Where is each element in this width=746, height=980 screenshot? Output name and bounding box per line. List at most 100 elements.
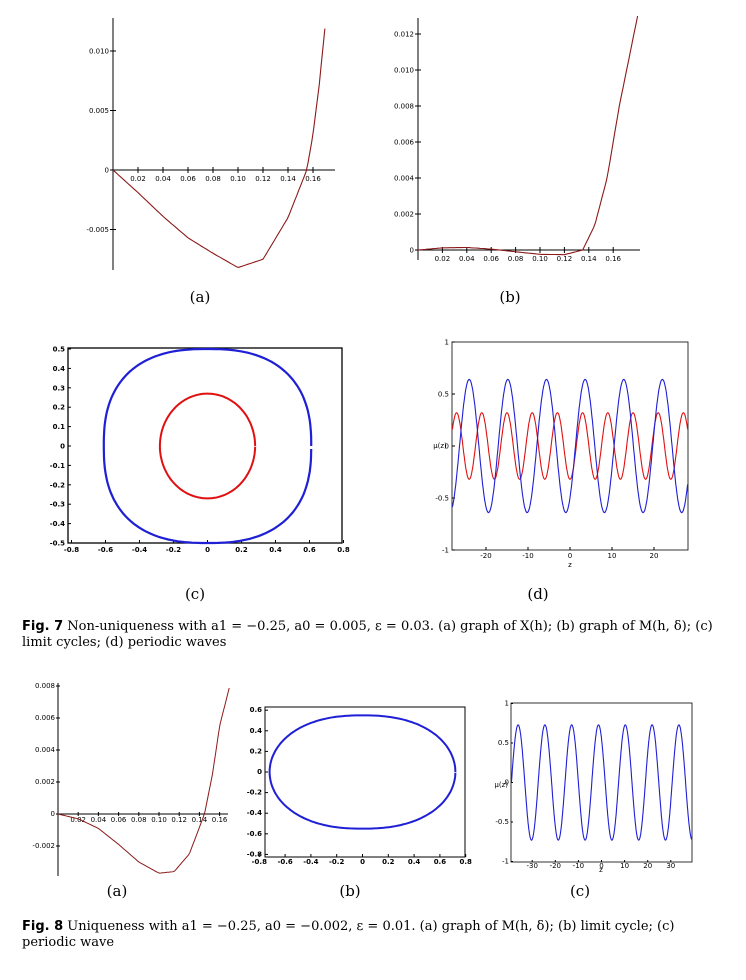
fig7b-x-tick-label: 0.12 [557,255,573,263]
fig8c-ylabel: μ(z) [494,781,508,789]
fig8a-y-tick-label: 0.006 [35,714,56,722]
fig7-panel-c: -0.8 -0.6 -0.4 -0.2 0 0.2 0.4 0.6 0.8 -0.5 -0.4 -0.… [50,346,350,555]
fig7c-y-tick-label: 0.1 [53,423,66,431]
fig8b-y-tick-label: 0.4 [250,727,263,735]
fig8c-xlabel: z [599,866,603,874]
fig7c-y-tick-label: 0 [60,443,65,451]
fig8a-y-tick-label: -0.002 [32,842,55,850]
fig8a-y-tick-label: 0.004 [35,746,56,754]
fig8b-y-tick-label: -0.2 [247,789,262,797]
fig8-panel-b: -0.8 -0.6 -0.4 -0.2 0 0.2 0.4 0.6 0.8 -0.8 -0.6 -0.… [247,706,472,866]
fig8c-y-tick-label: 1 [505,700,509,708]
fig8c-x-tick-label: -30 [526,862,537,870]
fig7-caption: Fig. 7 Non-uniqueness with a1 = −0.25, a… [22,619,722,651]
fig7d-red-wave [451,412,689,480]
fig7b-x-tick-label: 0.06 [483,255,499,263]
fig8b-y-tick-label: 0.2 [250,747,263,755]
fig7c-y-tick-label: -0.4 [50,520,65,528]
fig7b-y-tick-label: 0.010 [394,67,414,75]
fig8b-x-tick-label: -0.8 [252,858,267,866]
fig7b-y-tick-label: 0.004 [394,175,415,183]
fig8a-y-tick-label: 0 [51,810,55,818]
fig8b-x-tick-label: -0.4 [303,858,318,866]
fig7c-x-tick-label: -0.2 [166,546,181,554]
fig7-panel-b: 0.02 0.04 0.06 0.08 0.10 0.12 0.14 0.16 0 0.002 0.… [394,15,640,263]
fig7a-x-tick-label: 0.10 [230,175,246,183]
fig8a-x-tick-label: 0.16 [212,816,228,824]
fig7c-x-tick-label: 0.4 [269,546,282,554]
fig7a-x-tick-label: 0.14 [280,175,296,183]
fig7d-blue-wave [451,378,689,514]
fig7a-y-tick-label: -0.005 [86,226,109,234]
fig7-caption-text: Non-uniqueness with a1 = −0.25, a0 = 0.0… [22,619,713,650]
fig8b-y-tick-label: 0 [257,768,262,776]
fig8b-y-tick-label: -0.6 [247,830,262,838]
fig7-panel-d: -20 -10 0 10 20 -1 -0.5 0 0.5 1 μ(z) z [433,339,689,569]
fig8c-x-tick-label: 0 [599,862,603,870]
fig7c-y-tick-label: -0.3 [50,501,65,509]
fig7c-inner-limit-cycle [158,392,257,500]
fig7c-x-tick-label: -0.6 [98,546,113,554]
fig7b-x-tick-label: 0.16 [605,255,621,263]
fig7c-y-tick-label: -0.5 [50,540,65,548]
fig7a-x-tick-label: 0.06 [180,175,196,183]
fig8b-x-tick-label: 0.6 [434,858,447,866]
fig8b-y-tick-label: -0.4 [247,809,262,817]
fig7d-y-tick-label: 0 [445,443,449,451]
fig7d-x-tick-label: 0 [568,552,572,560]
fig8a-x-tick-label: 0.06 [111,816,127,824]
fig7-panel-a: 0.02 0.04 0.06 0.08 0.10 0.12 0.14 0.16 -0.005 0 0… [86,18,335,270]
fig8b-limit-cycle [268,714,457,830]
fig7b-x-tick-label: 0.02 [435,255,451,263]
fig8b-x-tick-label: 0.8 [459,858,472,866]
fig7d-x-tick-label: -10 [522,552,533,560]
fig7c-x-tick-label: -0.8 [64,546,79,554]
fig7c-outer-limit-cycle [102,347,313,545]
fig8-panel-a: 0.02 0.04 0.06 0.08 0.10 0.12 0.14 0.16 -0.002 0 0… [32,682,230,876]
fig8c-x-tick-label: 20 [643,862,652,870]
fig8b-x-tick-label: 0 [360,858,365,866]
fig8a-x-tick-label: 0.02 [70,816,86,824]
fig8b-x-tick-label: 0.2 [382,858,395,866]
fig8-subfig-label: (a) [107,882,128,900]
fig8-subfig-label: (c) [570,882,590,900]
fig7b-curve [417,15,639,256]
fig7a-y-tick-label: 0 [105,167,109,175]
fig7-caption-label: Fig. 7 [22,619,64,634]
fig7a-curve [112,28,326,268]
fig8a-x-tick-label: 0.14 [192,816,208,824]
fig8-caption-label: Fig. 8 [22,919,64,934]
fig7-subfig-label: (c) [185,585,205,603]
fig7a-y-tick-label: 0.005 [89,107,109,115]
fig7c-x-tick-label: 0.8 [337,546,350,554]
fig7c-y-tick-label: 0.5 [53,346,66,354]
fig7d-x-tick-label: 10 [608,552,617,560]
fig7a-y-tick-label: 0.010 [89,48,109,56]
fig7d-x-tick-label: -20 [480,552,491,560]
fig7b-x-tick-label: 0.14 [581,255,597,263]
fig8b-y-tick-label: 0.6 [250,706,263,714]
fig8a-x-tick-label: 0.08 [131,816,147,824]
fig8-subfig-label: (b) [339,882,360,900]
fig7b-x-tick-label: 0.08 [508,255,524,263]
fig8c-x-tick-label: -10 [573,862,584,870]
fig8c-y-tick-label: 0 [505,779,509,787]
fig7a-x-tick-label: 0.16 [305,175,321,183]
fig7d-y-tick-label: 1 [445,339,449,347]
fig7a-x-tick-label: 0.04 [155,175,171,183]
fig8c-wave [510,724,693,841]
fig8c-y-tick-label: -1 [502,858,509,866]
fig8b-x-tick-label: -0.2 [329,858,344,866]
fig8-caption: Fig. 8 Uniqueness with a1 = −0.25, a0 = … [22,919,722,951]
fig8c-y-tick-label: -0.5 [495,818,509,826]
fig8a-x-tick-label: 0.10 [151,816,167,824]
fig7b-y-tick-label: 0 [410,247,414,255]
fig7c-y-tick-label: 0.3 [53,384,66,392]
fig7c-x-tick-label: -0.4 [132,546,147,554]
fig7d-y-tick-label: -0.5 [435,495,449,503]
fig7d-x-tick-label: 20 [650,552,659,560]
fig7d-y-tick-label: 0.5 [438,391,449,399]
fig7a-x-tick-label: 0.12 [255,175,271,183]
fig7d-ylabel: μ(z) [433,442,447,450]
